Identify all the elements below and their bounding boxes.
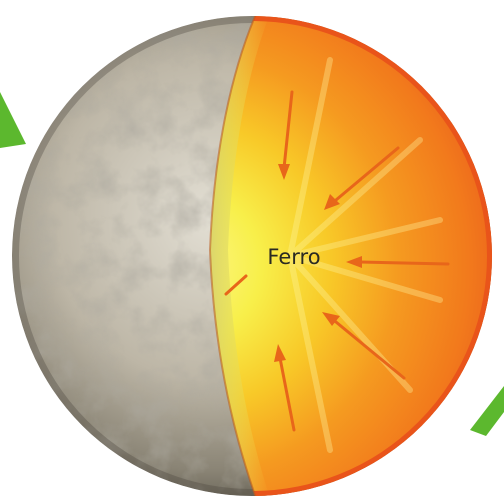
green-arrow-tip-icon (0, 92, 26, 148)
cut-face (210, 16, 270, 496)
inward-arrow-icon (346, 256, 450, 268)
inward-arrow-icon (274, 344, 296, 432)
inward-arrows (224, 90, 450, 432)
molten-interior (210, 16, 492, 496)
cut-edge (208, 16, 257, 496)
inward-arrow-icon (322, 312, 406, 380)
inward-arrow-icon (278, 90, 294, 180)
inward-arrow-icon (224, 274, 248, 296)
inward-arrow-icon (324, 146, 400, 210)
core-label: Ferro (267, 245, 320, 269)
green-arrow-tail-icon (470, 386, 504, 436)
